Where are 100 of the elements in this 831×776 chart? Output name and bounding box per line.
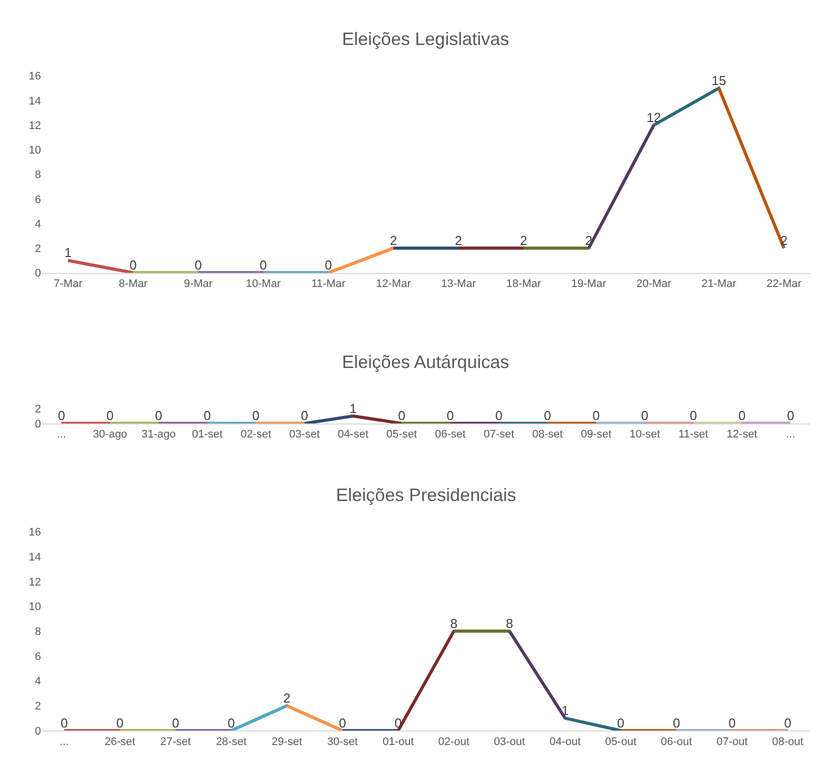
x-tick-label: 22-Mar xyxy=(766,278,802,290)
data-label: 0 xyxy=(324,258,332,273)
y-tick-label: 0 xyxy=(34,418,41,430)
y-tick-label: 8 xyxy=(34,626,41,638)
y-tick-label: 14 xyxy=(28,551,41,564)
data-label: 8 xyxy=(506,616,514,631)
y-tick-label: 2 xyxy=(34,700,41,713)
data-label: 1 xyxy=(64,245,72,260)
data-label: 0 xyxy=(446,408,454,424)
y-tick-label: 4 xyxy=(34,218,41,230)
x-tick-label: 7-Mar xyxy=(54,278,83,290)
data-label: 2 xyxy=(283,690,290,706)
x-tick-label: 09-set xyxy=(580,428,612,441)
x-tick-label: 07-out xyxy=(716,736,748,748)
x-tick-label: 03-out xyxy=(494,736,526,748)
data-label: 0 xyxy=(60,715,68,730)
y-tick-label: 0 xyxy=(34,268,41,280)
y-tick-label: 16 xyxy=(28,526,41,539)
x-tick-label: 8-Mar xyxy=(118,278,148,290)
x-tick-label: 20-Mar xyxy=(636,278,672,290)
x-tick-label: 10-set xyxy=(629,428,660,441)
data-label: 0 xyxy=(130,258,137,273)
x-tick-label: 31-ago xyxy=(142,428,176,441)
data-label: 2 xyxy=(585,232,592,248)
data-label: 0 xyxy=(641,408,648,424)
data-label: 2 xyxy=(520,232,528,248)
x-tick-label: 04-out xyxy=(550,736,581,748)
x-tick-label: ... xyxy=(60,736,69,748)
x-tick-label: 05-set xyxy=(386,428,417,441)
y-tick-label: 14 xyxy=(28,95,41,108)
data-label: 0 xyxy=(738,408,746,424)
x-tick-label: 06-set xyxy=(435,428,466,441)
x-tick-label: 08-set xyxy=(532,428,563,441)
data-label: 0 xyxy=(784,715,792,730)
x-tick-label: 02-out xyxy=(438,736,470,748)
data-label: 1 xyxy=(349,400,357,416)
data-label: 0 xyxy=(204,408,211,424)
chart-title: Eleições Legislativas xyxy=(342,29,510,49)
x-tick-label: 03-set xyxy=(289,428,320,441)
y-tick-label: 16 xyxy=(28,70,41,83)
data-label: 2 xyxy=(454,232,462,248)
data-label: 0 xyxy=(394,715,402,730)
data-label: 0 xyxy=(260,258,267,273)
data-label: 0 xyxy=(690,408,697,424)
x-tick-label: 05-out xyxy=(605,736,636,748)
x-tick-label: 10-Mar xyxy=(246,278,282,290)
data-label: 0 xyxy=(155,408,162,424)
data-label: 0 xyxy=(116,715,124,730)
data-label: 0 xyxy=(300,408,308,424)
data-label: 2 xyxy=(390,232,398,248)
x-tick-label: ... xyxy=(786,428,796,441)
data-label: 1 xyxy=(562,702,569,718)
x-tick-label: 01-out xyxy=(382,736,414,748)
data-label: 0 xyxy=(58,408,66,424)
y-tick-label: 12 xyxy=(28,120,41,132)
y-tick-label: 2 xyxy=(34,243,41,256)
y-tick-label: 10 xyxy=(28,144,41,157)
x-tick-label: 12-Mar xyxy=(376,278,412,290)
x-tick-label: 07-set xyxy=(484,428,514,441)
x-tick-label: 08-out xyxy=(772,736,804,748)
data-label: 0 xyxy=(672,715,680,730)
data-label: 0 xyxy=(172,715,180,730)
x-tick-label: 29-set xyxy=(272,736,302,748)
y-tick-label: 8 xyxy=(34,169,41,182)
x-tick-label: 06-out xyxy=(660,736,692,748)
x-tick-label: 19-Mar xyxy=(571,278,606,290)
x-tick-label: 21-Mar xyxy=(701,278,737,290)
x-tick-label: 01-set xyxy=(192,428,223,441)
x-tick-label: 12-set xyxy=(726,428,758,441)
x-tick-label: 04-set xyxy=(338,428,368,441)
x-tick-label: 9-Mar xyxy=(184,278,213,290)
y-tick-label: 10 xyxy=(28,601,41,614)
x-tick-label: ... xyxy=(56,428,66,441)
x-tick-label: 30-ago xyxy=(92,428,128,441)
x-tick-label: 13-Mar xyxy=(441,278,476,290)
data-label: 0 xyxy=(495,408,503,424)
x-tick-label: 11-Mar xyxy=(311,278,346,290)
x-tick-label: 30-set xyxy=(327,736,358,748)
x-tick-label: 02-set xyxy=(240,428,272,441)
data-label: 0 xyxy=(228,715,235,730)
data-label: 0 xyxy=(728,715,736,730)
x-tick-label: 18-Mar xyxy=(506,278,542,290)
data-label: 12 xyxy=(646,110,662,125)
y-tick-label: 6 xyxy=(34,650,41,663)
x-tick-label: 11-set xyxy=(678,428,708,441)
y-tick-label: 2 xyxy=(34,404,41,416)
data-label: 0 xyxy=(194,258,202,273)
chart-title: Eleições Presidenciais xyxy=(336,485,516,505)
data-label: 0 xyxy=(398,408,406,424)
y-tick-label: 12 xyxy=(28,576,41,588)
x-tick-label: 26-set xyxy=(104,736,136,748)
data-label: 8 xyxy=(450,616,458,631)
data-label: 0 xyxy=(617,715,624,730)
x-tick-label: 27-set xyxy=(160,736,191,748)
y-tick-label: 4 xyxy=(34,676,41,688)
y-tick-label: 6 xyxy=(34,194,41,206)
data-label: 0 xyxy=(786,408,794,424)
x-tick-label: 28-set xyxy=(216,736,247,748)
data-label: 0 xyxy=(544,408,552,424)
data-label: 0 xyxy=(592,408,600,424)
